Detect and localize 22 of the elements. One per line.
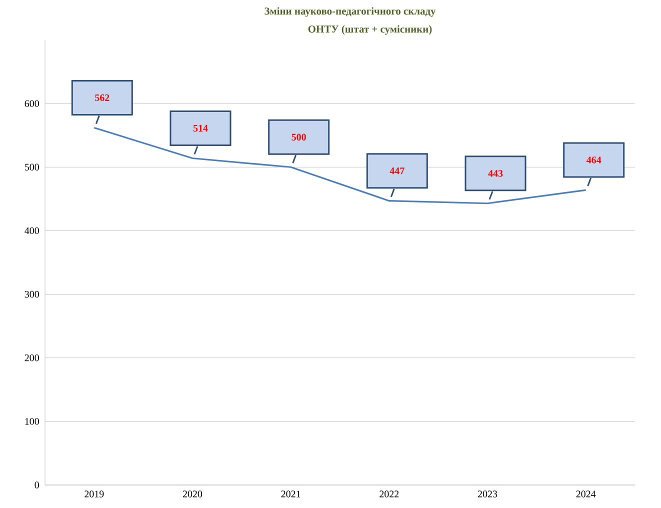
x-tick-label: 2019 xyxy=(84,490,104,498)
y-tick-label: 500 xyxy=(24,164,39,170)
chart-title: Зміни науково-педагогічного складу xyxy=(264,7,436,17)
data-label: 464 xyxy=(586,156,602,164)
chart-subtitle: ОНТУ (штат + сумісники) xyxy=(308,25,432,35)
data-label: 514 xyxy=(193,124,208,132)
x-tick-label: 2021 xyxy=(281,490,300,498)
x-tick-label: 2020 xyxy=(182,490,202,498)
y-tick-label: 600 xyxy=(24,100,39,107)
data-label: 562 xyxy=(95,94,110,102)
x-tick-label: 2022 xyxy=(380,490,399,498)
y-tick-label: 300 xyxy=(24,290,39,298)
data-label: 447 xyxy=(390,168,404,174)
y-tick-label: 400 xyxy=(24,227,39,234)
y-tick-label: 0 xyxy=(34,482,39,488)
y-tick-label: 100 xyxy=(25,418,39,425)
data-label: 443 xyxy=(488,170,503,177)
data-label: 500 xyxy=(292,134,306,140)
x-tick-label: 2023 xyxy=(478,490,498,498)
line-series xyxy=(93,126,587,204)
y-tick-label: 200 xyxy=(24,354,39,362)
x-tick-label: 2024 xyxy=(576,490,596,498)
